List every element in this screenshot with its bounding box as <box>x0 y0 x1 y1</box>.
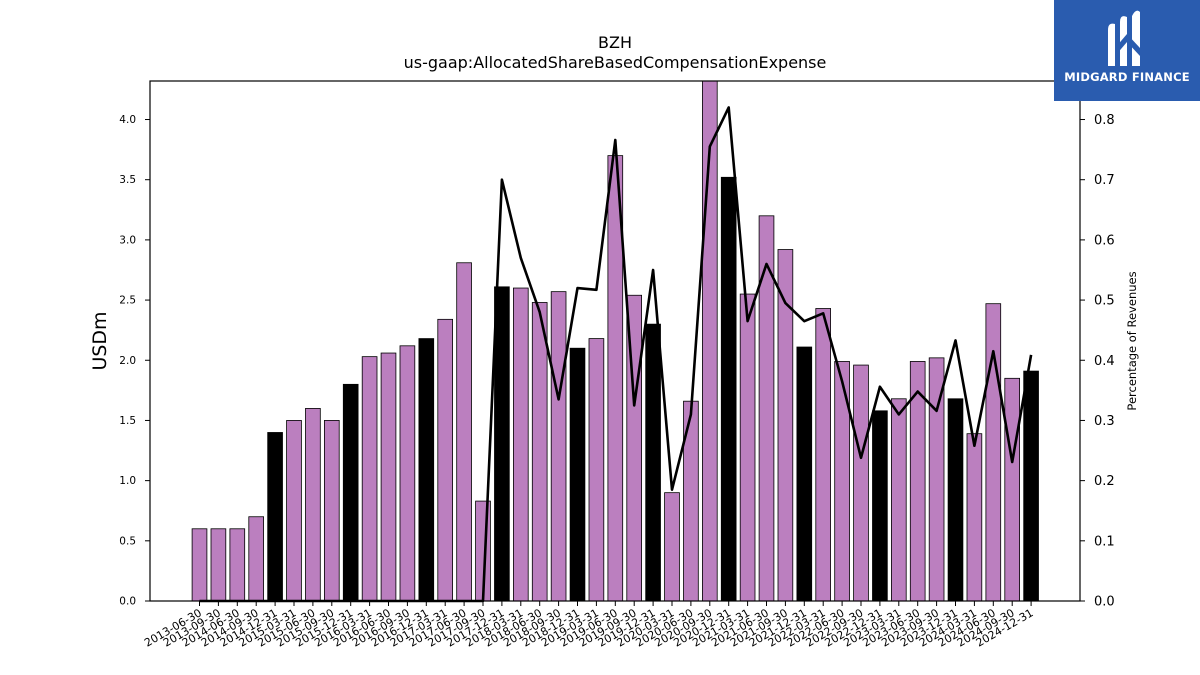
bar <box>323 420 340 602</box>
y-tick-label: 0.0 <box>119 596 136 608</box>
y2-axis-label: Percentage of Revenues <box>1125 271 1139 410</box>
bar <box>1004 377 1020 602</box>
y2-tick-label: 0.0 <box>1094 595 1115 610</box>
bar <box>966 433 983 602</box>
x-axis: 2013-06-302013-09-302014-06-302014-09-30… <box>142 601 1036 650</box>
y-tick-label: 3.0 <box>119 234 136 246</box>
y2-tick-label: 0.2 <box>1094 474 1115 489</box>
bar <box>342 383 359 602</box>
bar <box>399 345 416 602</box>
bar <box>569 347 586 602</box>
chart-title: BZH <box>598 33 632 52</box>
bar <box>1023 370 1039 602</box>
bar <box>229 528 246 602</box>
y2-tick-label: 0.3 <box>1094 414 1115 429</box>
y2-tick-label: 0.4 <box>1094 354 1115 369</box>
plot-frame <box>149 80 1081 602</box>
bar <box>815 308 831 602</box>
bar-group <box>191 80 1039 602</box>
bar <box>437 318 453 602</box>
bar <box>380 352 397 602</box>
y2-axis: 0.0 0.1 0.2 0.3 0.4 0.5 0.6 0.7 0.8 <box>1080 113 1115 610</box>
logo-text: MIDGARD FINANCE <box>1064 70 1190 84</box>
bar <box>550 291 567 602</box>
y-tick-label: 0.5 <box>119 535 136 547</box>
bar <box>513 287 529 602</box>
bar <box>872 410 888 602</box>
y-tick-label: 2.0 <box>119 355 136 367</box>
chart-subtitle: us-gaap:AllocatedShareBasedCompensationE… <box>404 53 827 72</box>
bar <box>588 338 605 602</box>
bar <box>645 323 661 602</box>
bar <box>286 420 302 602</box>
midgard-m-icon <box>1108 10 1140 67</box>
bar <box>361 356 378 602</box>
y2-tick-label: 0.5 <box>1094 294 1115 309</box>
bar <box>891 398 907 602</box>
bar <box>191 528 208 602</box>
y2-tick-label: 0.6 <box>1094 233 1115 248</box>
logo: MIDGARD FINANCE <box>1054 0 1200 101</box>
y2-tick-label: 0.8 <box>1094 113 1115 128</box>
bar <box>947 398 964 602</box>
y-axis: 0.0 0.5 1.0 1.5 2.0 2.5 3.0 3.5 4.0 <box>119 114 150 608</box>
y2-tick-label: 0.1 <box>1094 534 1115 549</box>
y-tick-label: 3.5 <box>119 174 136 186</box>
bar <box>305 408 321 602</box>
bar <box>210 528 227 602</box>
bar <box>456 262 472 602</box>
y-tick-label: 2.5 <box>119 295 136 307</box>
y-tick-label: 1.5 <box>119 415 136 427</box>
bar <box>720 176 737 602</box>
bar <box>267 432 283 602</box>
bar <box>739 293 756 602</box>
y-axis-label: USDm <box>89 311 111 370</box>
y-tick-label: 4.0 <box>119 114 136 126</box>
bar <box>853 364 869 602</box>
bar <box>494 286 510 602</box>
bar <box>248 516 265 602</box>
y-tick-label: 1.0 <box>119 475 136 487</box>
bar <box>664 492 680 602</box>
y2-tick-label: 0.7 <box>1094 173 1115 188</box>
bar <box>985 303 1002 602</box>
bar <box>796 346 813 602</box>
bar <box>531 302 548 602</box>
bar <box>418 338 435 602</box>
